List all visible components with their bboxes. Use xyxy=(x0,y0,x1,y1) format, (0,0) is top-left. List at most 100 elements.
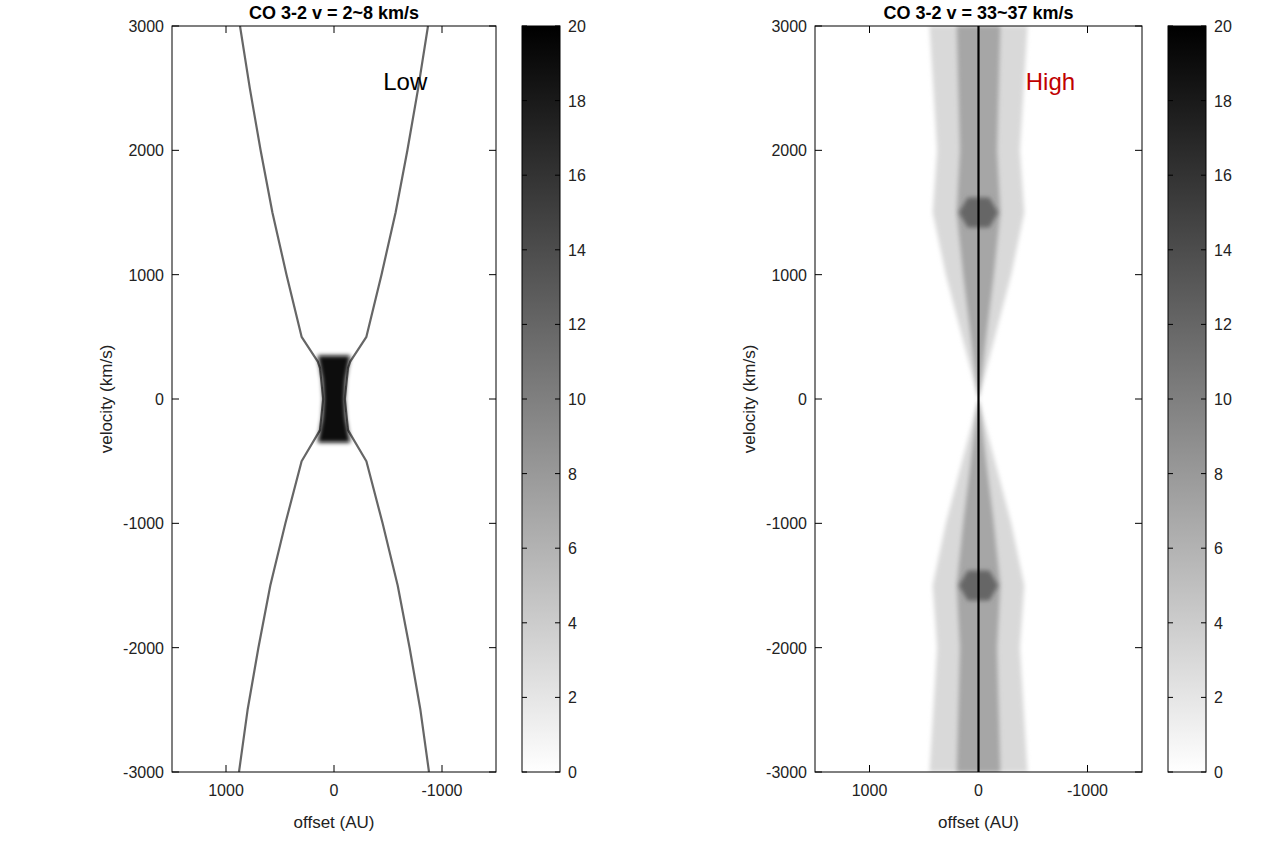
colorbar-tick-label: 12 xyxy=(568,316,586,333)
colorbar-tick xyxy=(522,399,560,400)
colorbar-tick-label: 8 xyxy=(568,466,577,483)
y-tick-label: -1000 xyxy=(123,515,164,532)
y-tick-label: -3000 xyxy=(123,764,164,781)
x-tick-label: -1000 xyxy=(422,782,463,799)
x-tick-label: -1000 xyxy=(1067,782,1108,799)
colorbar-tick-label: 14 xyxy=(1214,242,1232,259)
y-tick xyxy=(815,26,1142,27)
colorbar-tick xyxy=(522,697,560,698)
plot-background xyxy=(815,26,1142,772)
y-axis-title: velocity (km/s) xyxy=(740,345,759,454)
colorbar-tick-label: 14 xyxy=(568,242,586,259)
x-tick xyxy=(978,26,979,772)
colorbar-tick xyxy=(1168,772,1206,773)
colorbar-tick xyxy=(522,100,560,101)
colorbar-tick-label: 2 xyxy=(1214,689,1223,706)
intensity-region xyxy=(957,26,1001,772)
panel-title: CO 3-2 v = 33~37 km/s xyxy=(883,3,1073,23)
colorbar-tick-label: 10 xyxy=(568,391,586,408)
colorbar-tick xyxy=(522,26,560,27)
colorbar-tick-label: 6 xyxy=(1214,540,1223,557)
x-tick xyxy=(226,26,227,772)
y-tick-label: 3000 xyxy=(771,18,807,35)
intensity-ridge xyxy=(239,26,323,772)
data-group xyxy=(930,26,1028,772)
y-tick-label: 1000 xyxy=(128,267,164,284)
colorbar-tick xyxy=(1168,26,1206,27)
data-group xyxy=(239,26,429,772)
x-tick-label: 1000 xyxy=(208,782,244,799)
y-tick xyxy=(815,399,1142,400)
intensity-region xyxy=(318,356,350,443)
colorbar-tick-label: 6 xyxy=(568,540,577,557)
y-tick-label: 0 xyxy=(798,391,807,408)
colorbar-tick xyxy=(522,473,560,474)
x-tick-label: 1000 xyxy=(852,782,888,799)
y-axis-title: velocity (km/s) xyxy=(97,345,116,454)
y-tick-label: -2000 xyxy=(123,640,164,657)
colorbar-tick-label: 0 xyxy=(1214,764,1223,781)
x-tick xyxy=(442,26,443,772)
colorbar-tick-label: 16 xyxy=(568,167,586,184)
colorbar-tick-label: 4 xyxy=(568,615,577,632)
colorbar-tick-label: 4 xyxy=(1214,615,1223,632)
colorbar xyxy=(522,26,560,772)
y-tick xyxy=(172,274,496,275)
colorbar-tick xyxy=(522,175,560,176)
y-tick xyxy=(172,647,496,648)
colorbar-tick xyxy=(522,324,560,325)
colorbar-tick-label: 12 xyxy=(1214,316,1232,333)
colorbar-tick-label: 18 xyxy=(1214,93,1232,110)
colorbar-tick-label: 18 xyxy=(568,93,586,110)
colorbar-tick-label: 20 xyxy=(1214,18,1232,35)
y-tick xyxy=(815,647,1142,648)
panel: 1000 0 -1000 -3000 -2000 -1000 0 1000 2000 3000 of… xyxy=(97,3,586,832)
colorbar-tick xyxy=(1168,175,1206,176)
colorbar-tick xyxy=(522,772,560,773)
plot-frame xyxy=(172,26,496,772)
colorbar-tick-label: 16 xyxy=(1214,167,1232,184)
y-tick-label: -1000 xyxy=(766,515,807,532)
y-tick xyxy=(172,772,496,773)
y-tick-label: -3000 xyxy=(766,764,807,781)
colorbar-tick xyxy=(1168,622,1206,623)
colorbar-tick xyxy=(1168,473,1206,474)
chart-canvas: 10000-1000-3000-2000-10000100020003000of… xyxy=(0,0,1282,850)
plot-background xyxy=(172,26,496,772)
x-tick-label: 0 xyxy=(330,782,339,799)
colorbar-tick xyxy=(1168,399,1206,400)
x-tick xyxy=(869,26,870,772)
x-tick xyxy=(334,26,335,772)
colorbar-tick-label: 0 xyxy=(568,764,577,781)
intensity-ridge xyxy=(345,26,429,772)
y-tick xyxy=(172,26,496,27)
x-tick xyxy=(1087,26,1088,772)
colorbar-tick xyxy=(522,622,560,623)
y-tick-label: 1000 xyxy=(771,267,807,284)
annotation: High xyxy=(1026,68,1075,95)
y-tick xyxy=(172,150,496,151)
colorbar-tick-label: 2 xyxy=(568,689,577,706)
colorbar-tick-label: 8 xyxy=(1214,466,1223,483)
y-tick-label: 0 xyxy=(155,391,164,408)
intensity-region xyxy=(930,26,1028,772)
x-axis-title: offset (AU) xyxy=(294,813,375,832)
annotation: Low xyxy=(383,68,428,95)
y-tick xyxy=(172,523,496,524)
plot-frame xyxy=(815,26,1142,772)
colorbar-tick xyxy=(522,249,560,250)
colorbar xyxy=(1168,26,1206,772)
y-tick xyxy=(172,399,496,400)
x-axis-title: offset (AU) xyxy=(938,813,1019,832)
y-tick-label: 2000 xyxy=(771,142,807,159)
colorbar-tick-label: 10 xyxy=(1214,391,1232,408)
colorbar-tick xyxy=(522,548,560,549)
y-tick xyxy=(815,274,1142,275)
y-tick-label: 2000 xyxy=(128,142,164,159)
panel: 10000-1000-3000-2000-10000100020003000of… xyxy=(740,3,1232,832)
colorbar-tick xyxy=(1168,100,1206,101)
colorbar-tick xyxy=(1168,697,1206,698)
x-tick-label: 0 xyxy=(974,782,983,799)
y-tick-label: 3000 xyxy=(128,18,164,35)
colorbar-tick xyxy=(1168,249,1206,250)
